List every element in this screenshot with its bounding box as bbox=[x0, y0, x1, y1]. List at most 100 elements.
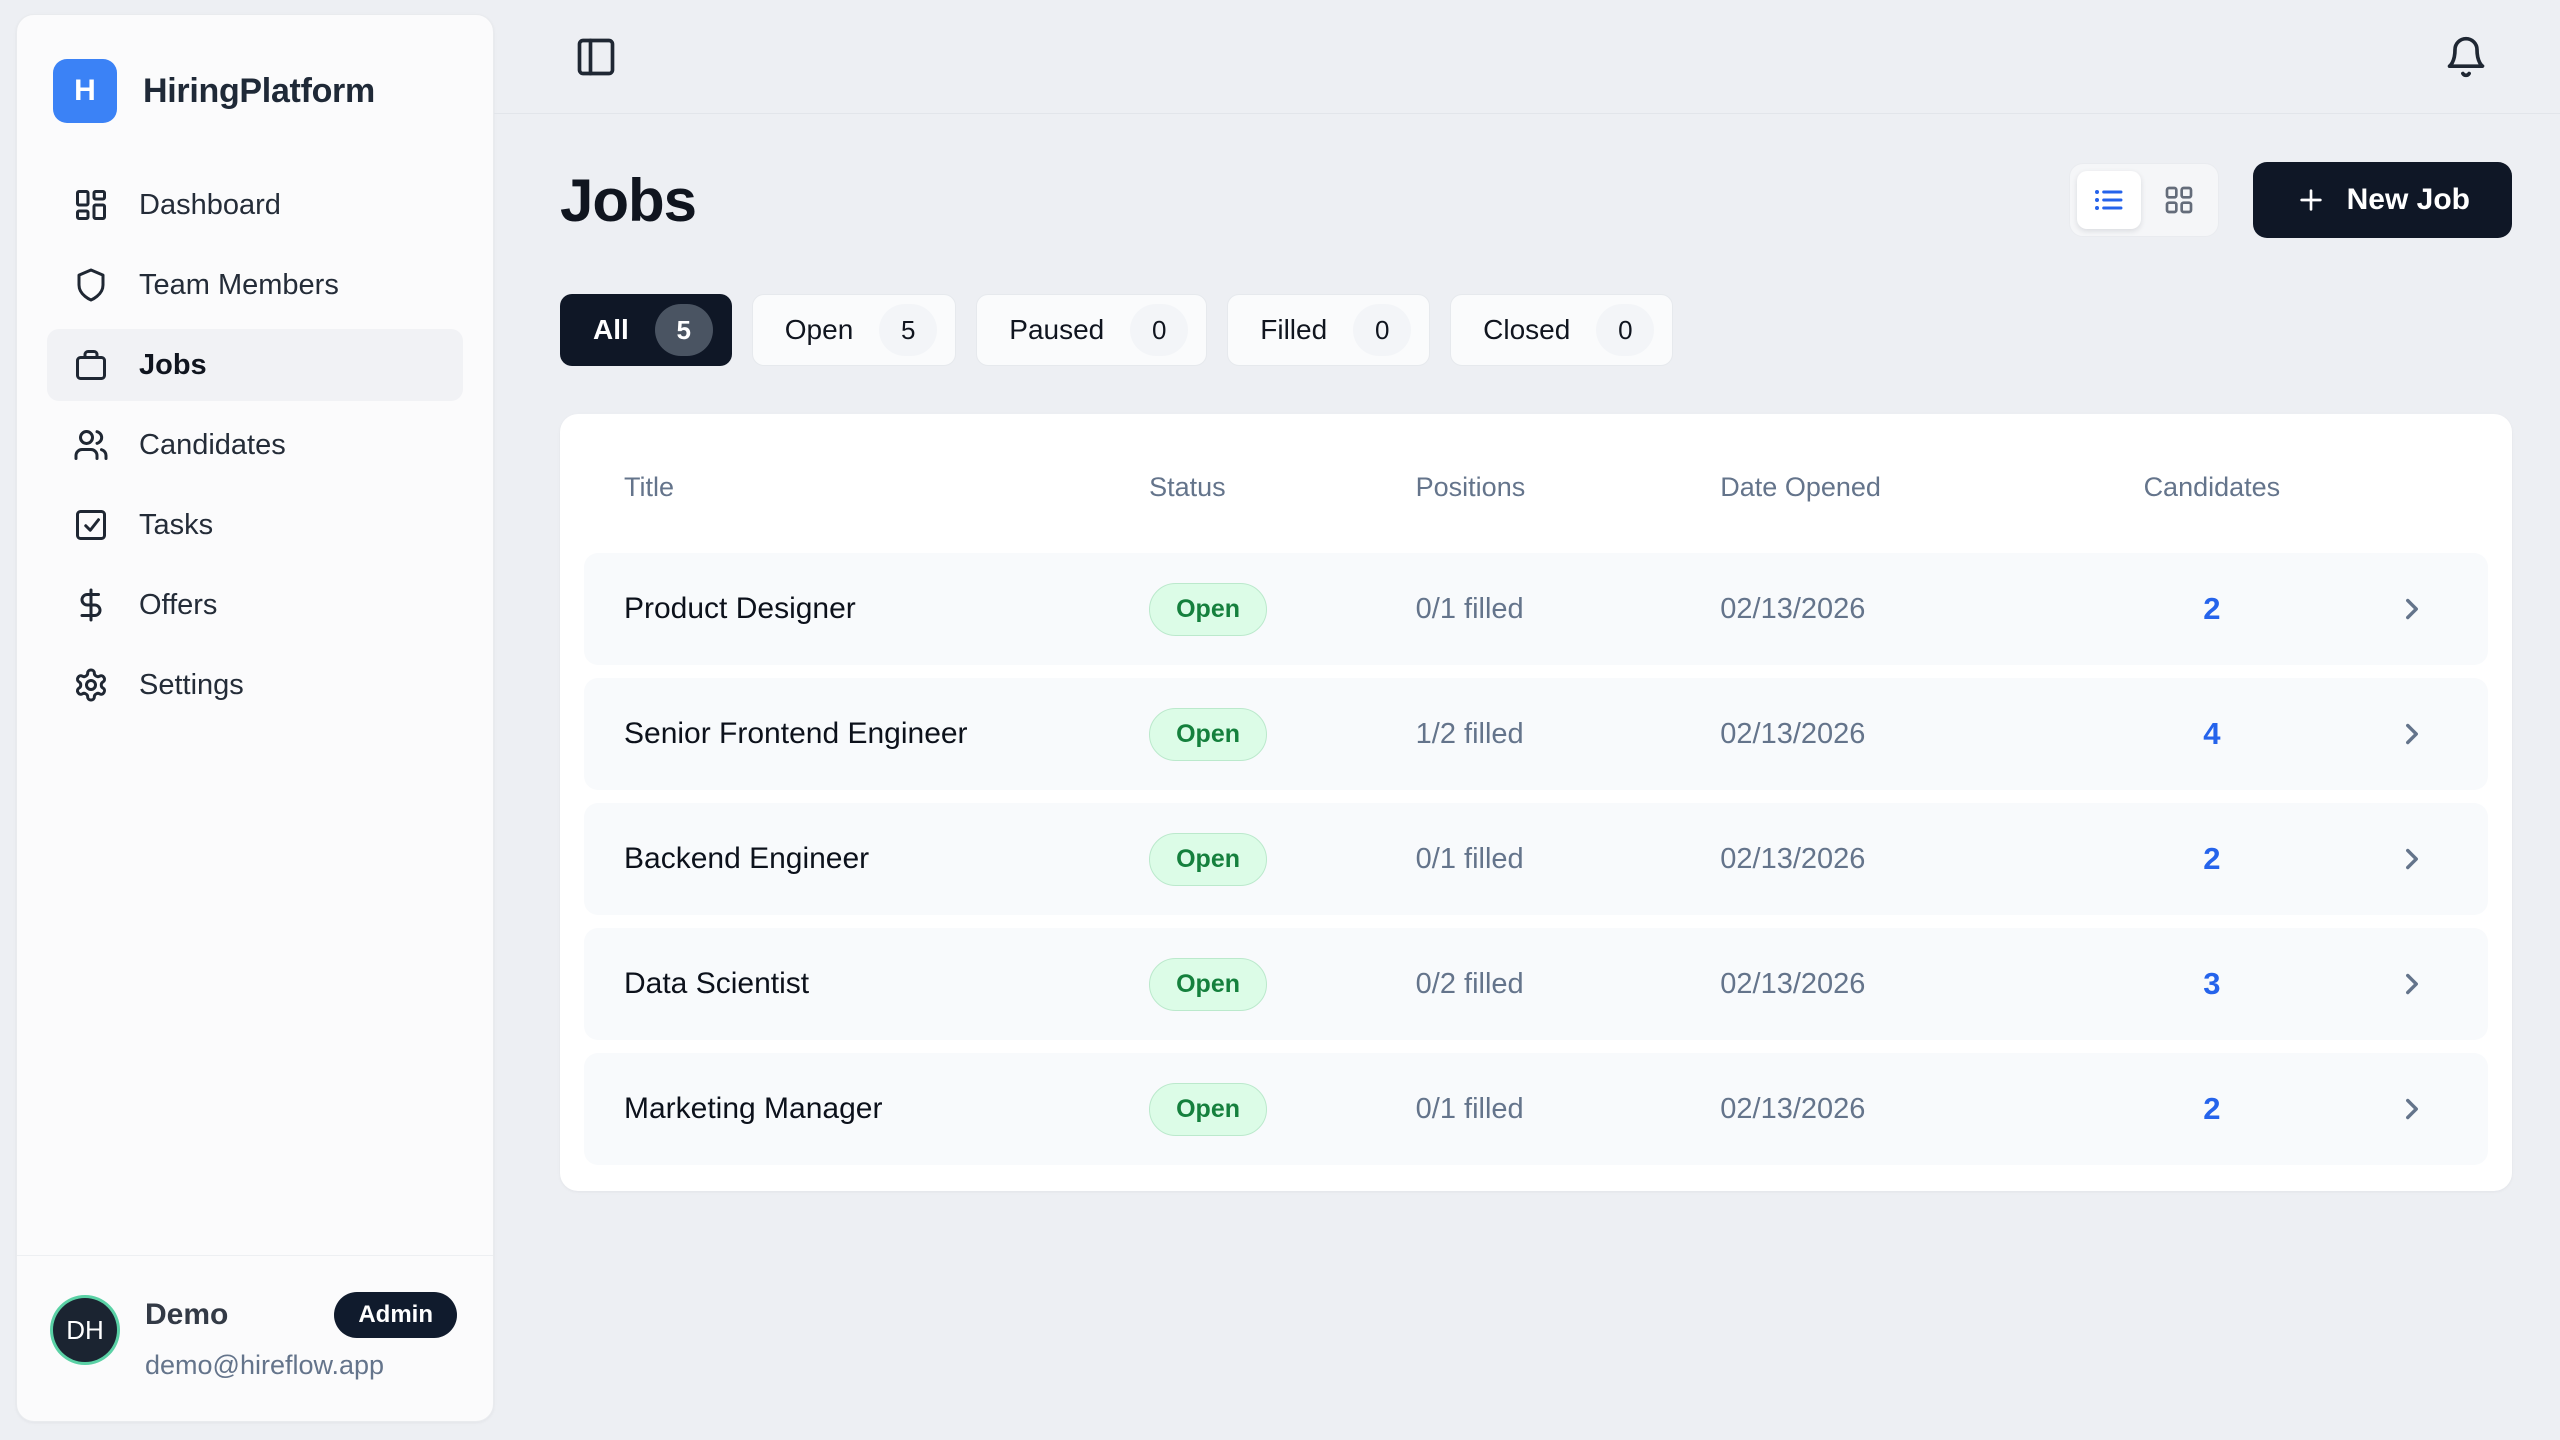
grid-view-icon bbox=[2163, 184, 2195, 216]
candidates-count[interactable]: 2 bbox=[2203, 591, 2221, 626]
sidebar-item-candidates[interactable]: Candidates bbox=[47, 409, 463, 481]
filter-open[interactable]: Open 5 bbox=[751, 294, 957, 366]
table-row[interactable]: Backend Engineer Open 0/1 filled 02/13/2… bbox=[584, 803, 2488, 915]
column-header-title: Title bbox=[624, 472, 675, 502]
sidebar-item-label: Tasks bbox=[139, 508, 214, 541]
user-name: Demo bbox=[145, 1298, 229, 1331]
chevron-right-icon[interactable] bbox=[2395, 717, 2429, 751]
filter-count: 0 bbox=[1353, 304, 1412, 356]
list-view-button[interactable] bbox=[2076, 171, 2141, 229]
sidebar-item-label: Offers bbox=[139, 588, 218, 621]
sidebar-item-tasks[interactable]: Tasks bbox=[47, 489, 463, 561]
chevron-right-icon[interactable] bbox=[2395, 842, 2429, 876]
users-icon bbox=[73, 427, 109, 463]
avatar: DH bbox=[53, 1298, 117, 1362]
table-header: Title Status Positions Date Opened Candi… bbox=[584, 414, 2488, 553]
panel-left-icon bbox=[574, 35, 618, 79]
status-badge: Open bbox=[1149, 707, 1268, 761]
dollar-icon bbox=[73, 587, 109, 623]
positions-cell: 0/1 filled bbox=[1415, 842, 1524, 875]
status-badge: Open bbox=[1149, 957, 1268, 1011]
sidebar-item-jobs[interactable]: Jobs bbox=[47, 329, 463, 401]
page-title: Jobs bbox=[560, 166, 697, 234]
candidates-count[interactable]: 2 bbox=[2203, 1091, 2221, 1126]
briefcase-icon bbox=[73, 347, 109, 383]
positions-cell: 0/1 filled bbox=[1415, 592, 1524, 625]
new-job-label: New Job bbox=[2346, 183, 2470, 216]
positions-cell: 0/2 filled bbox=[1415, 967, 1524, 1000]
filter-label: Closed bbox=[1483, 314, 1571, 345]
table-row[interactable]: Data Scientist Open 0/2 filled 02/13/202… bbox=[584, 928, 2488, 1040]
plus-icon bbox=[2295, 184, 2327, 216]
job-title: Backend Engineer bbox=[624, 842, 870, 875]
sidebar-item-label: Dashboard bbox=[139, 188, 281, 221]
filter-count: 5 bbox=[879, 304, 938, 356]
filter-paused[interactable]: Paused 0 bbox=[976, 294, 1208, 366]
column-header-status: Status bbox=[1149, 472, 1226, 502]
candidates-count[interactable]: 4 bbox=[2203, 716, 2221, 751]
grid-view-button[interactable] bbox=[2147, 171, 2211, 229]
status-badge: Open bbox=[1149, 832, 1268, 886]
shield-icon bbox=[73, 267, 109, 303]
app-title: HiringPlatform bbox=[143, 71, 375, 110]
filter-label: Paused bbox=[1009, 314, 1105, 345]
chevron-right-icon[interactable] bbox=[2395, 592, 2429, 626]
chevron-right-icon[interactable] bbox=[2395, 1092, 2429, 1126]
job-title: Senior Frontend Engineer bbox=[624, 717, 968, 750]
sidebar-item-label: Settings bbox=[139, 668, 244, 701]
new-job-button[interactable]: New Job bbox=[2252, 162, 2512, 238]
role-badge: Admin bbox=[334, 1292, 457, 1338]
date-opened-cell: 02/13/2026 bbox=[1720, 967, 1866, 1000]
status-badge: Open bbox=[1149, 1082, 1268, 1136]
table-row[interactable]: Product Designer Open 0/1 filled 02/13/2… bbox=[584, 553, 2488, 665]
date-opened-cell: 02/13/2026 bbox=[1720, 842, 1866, 875]
date-opened-cell: 02/13/2026 bbox=[1720, 592, 1866, 625]
sidebar-item-dashboard[interactable]: Dashboard bbox=[47, 169, 463, 241]
job-title: Data Scientist bbox=[624, 967, 810, 1000]
check-square-icon bbox=[73, 507, 109, 543]
sidebar-item-label: Jobs bbox=[139, 348, 207, 381]
column-header-candidates: Candidates bbox=[2143, 472, 2281, 502]
app-logo-mark: H bbox=[53, 59, 117, 123]
sidebar-nav: Dashboard Team Members Jobs Candidates T… bbox=[17, 169, 493, 721]
main-area: Jobs bbox=[494, 0, 2560, 1440]
positions-cell: 1/2 filled bbox=[1415, 717, 1524, 750]
candidates-count[interactable]: 2 bbox=[2203, 841, 2221, 876]
date-opened-cell: 02/13/2026 bbox=[1720, 1092, 1866, 1125]
sidebar-item-offers[interactable]: Offers bbox=[47, 569, 463, 641]
date-opened-cell: 02/13/2026 bbox=[1720, 717, 1866, 750]
sidebar-item-team-members[interactable]: Team Members bbox=[47, 249, 463, 321]
job-title: Product Designer bbox=[624, 592, 856, 625]
table-row[interactable]: Senior Frontend Engineer Open 1/2 filled… bbox=[584, 678, 2488, 790]
sidebar: H HiringPlatform Dashboard Team Members … bbox=[16, 14, 494, 1422]
column-header-date-opened: Date Opened bbox=[1720, 472, 1881, 502]
filter-label: Open bbox=[784, 314, 854, 345]
list-view-icon bbox=[2093, 184, 2125, 216]
sidebar-item-label: Team Members bbox=[139, 268, 339, 301]
sidebar-user[interactable]: DH Demo Admin demo@hireflow.app bbox=[17, 1255, 493, 1421]
filter-filled[interactable]: Filled 0 bbox=[1227, 294, 1431, 366]
view-toggle bbox=[2068, 163, 2219, 237]
bell-icon bbox=[2444, 35, 2488, 79]
user-email: demo@hireflow.app bbox=[145, 1350, 385, 1380]
filter-count: 5 bbox=[654, 304, 713, 356]
candidates-count[interactable]: 3 bbox=[2203, 966, 2221, 1001]
filter-all[interactable]: All 5 bbox=[560, 294, 732, 366]
filter-count: 0 bbox=[1130, 304, 1189, 356]
sidebar-item-settings[interactable]: Settings bbox=[47, 649, 463, 721]
sidebar-toggle-button[interactable] bbox=[574, 35, 618, 79]
filter-count: 0 bbox=[1596, 304, 1655, 356]
sidebar-item-label: Candidates bbox=[139, 428, 286, 461]
table-row[interactable]: Marketing Manager Open 0/1 filled 02/13/… bbox=[584, 1053, 2488, 1165]
status-filters: All 5 Open 5 Paused 0 Filled 0 Closed 0 bbox=[560, 294, 2512, 366]
dashboard-icon bbox=[73, 187, 109, 223]
chevron-right-icon[interactable] bbox=[2395, 967, 2429, 1001]
gear-icon bbox=[73, 667, 109, 703]
notifications-button[interactable] bbox=[2444, 35, 2488, 79]
status-badge: Open bbox=[1149, 582, 1268, 636]
job-title: Marketing Manager bbox=[624, 1092, 883, 1125]
topbar bbox=[494, 0, 2560, 114]
filter-closed[interactable]: Closed 0 bbox=[1450, 294, 1674, 366]
filter-label: All bbox=[593, 314, 629, 345]
table-rows: Product Designer Open 0/1 filled 02/13/2… bbox=[584, 553, 2488, 1165]
